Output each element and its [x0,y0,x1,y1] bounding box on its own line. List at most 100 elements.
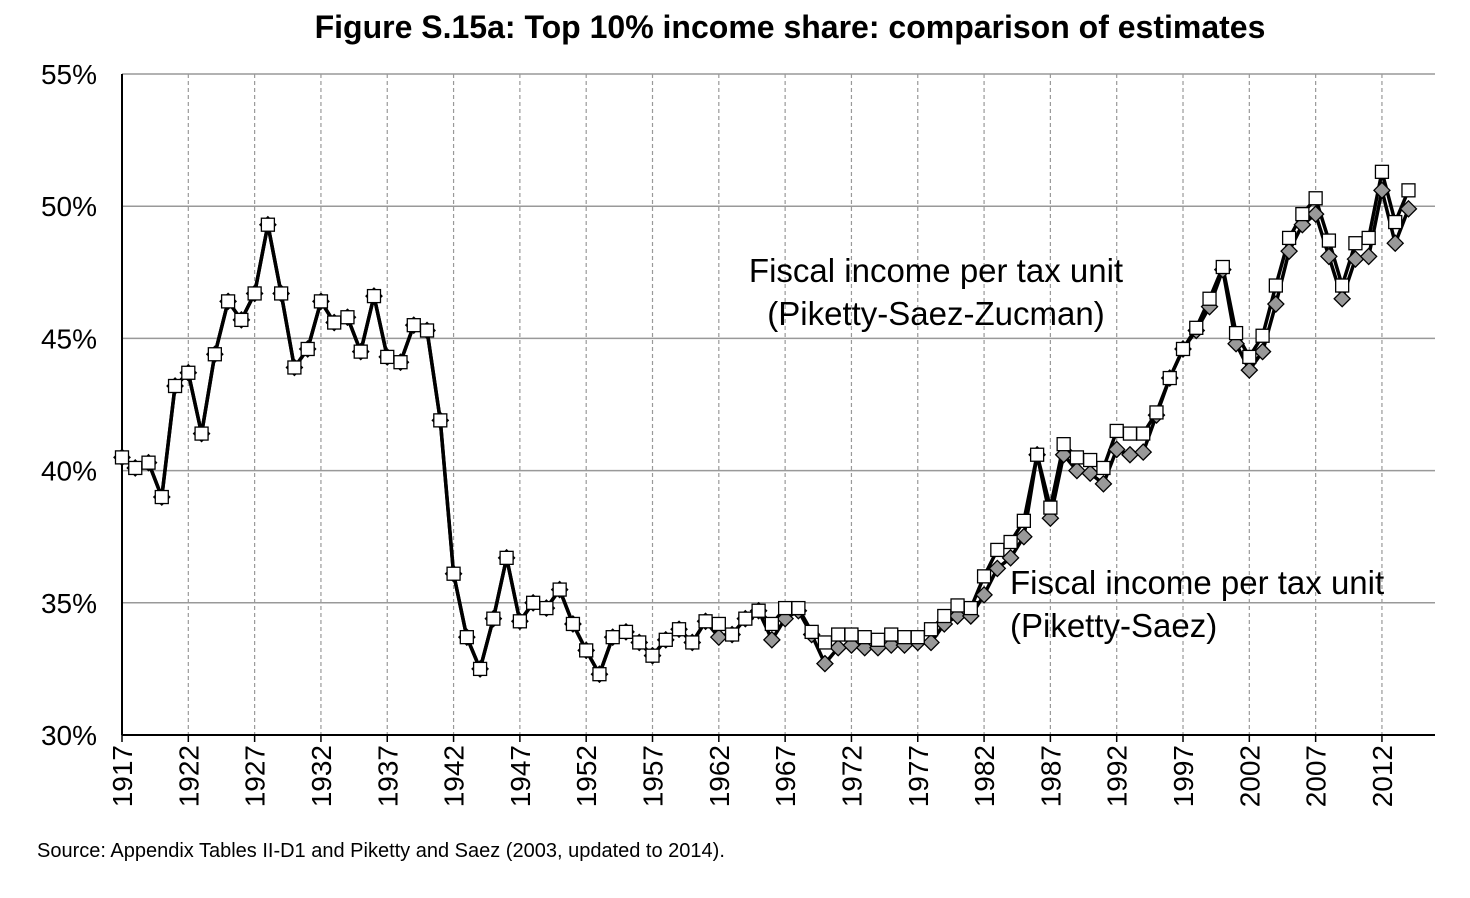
square-marker [791,600,806,616]
square-marker [313,294,329,309]
square-marker [327,315,342,330]
diamond-marker [1067,461,1086,480]
square-marker [1109,423,1124,439]
y-tick-label: 40% [41,456,97,487]
square-marker [1096,460,1111,476]
square-marker [777,600,793,616]
square-marker [1388,214,1403,230]
x-tick-label: 1922 [173,745,204,807]
square-marker [1361,230,1376,246]
x-tick-label: 1997 [1168,745,1199,807]
square-marker [645,648,660,663]
x-tick-label: 1927 [240,745,271,807]
square-marker [446,566,461,581]
square-marker [804,624,819,640]
x-tick-label: 1942 [439,745,470,807]
square-marker [260,217,276,232]
diamond-marker [1240,361,1259,380]
y-tick-label: 45% [41,323,97,354]
square-marker [711,616,726,632]
square-marker [1255,328,1270,343]
square-marker [963,600,978,616]
square-marker [1083,452,1098,468]
square-marker [340,310,355,325]
diamond-marker [1107,440,1126,459]
diamond-marker [815,654,834,673]
square-marker [937,608,952,624]
x-tick-label: 1947 [505,745,536,807]
square-marker [844,627,859,642]
square-marker [1295,206,1310,222]
x-tick-label: 1957 [638,745,669,807]
square-marker [181,365,196,380]
square-marker [1016,513,1032,528]
square-marker [897,630,912,645]
x-tick-label: 1952 [571,745,602,807]
square-marker [685,635,700,650]
source-note: Source: Appendix Tables II-D1 and Pikett… [37,840,725,862]
square-marker [751,603,766,618]
square-marker [539,600,554,616]
square-marker [698,614,713,629]
square-marker [114,450,130,465]
square-marker [976,569,992,584]
diamond-marker [1001,548,1020,567]
square-marker [406,318,421,333]
chart-title: Figure S.15a: Top 10% income share: comp… [315,9,1266,45]
square-marker [1136,426,1151,441]
x-tick-label: 1992 [1102,745,1133,807]
square-marker [1321,233,1337,248]
x-tick-label: 1987 [1035,745,1066,807]
square-marker [499,550,514,566]
diamond-marker [1333,289,1352,308]
square-marker [167,378,183,394]
square-marker [220,294,236,309]
square-marker [433,413,448,428]
square-marker [234,312,249,328]
x-tick-label: 1932 [306,745,337,807]
square-marker [1401,183,1416,198]
y-tick-label: 55% [41,59,97,90]
square-marker [724,627,740,642]
square-marker [419,323,435,338]
diamond-marker [1386,234,1405,253]
series-label: (Piketty-Saez-Zucman) [767,295,1104,332]
square-marker [565,616,581,632]
square-marker [950,598,965,613]
square-marker [1029,447,1045,462]
square-marker [472,661,488,677]
square-marker [1242,349,1257,365]
square-marker [1175,341,1191,357]
square-marker [579,643,594,658]
square-marker [300,341,315,357]
square-marker [380,349,395,365]
square-marker [1056,437,1071,452]
square-marker [128,460,143,476]
y-tick-label: 35% [41,588,97,619]
diamond-marker [1280,242,1299,261]
x-tick-label: 2012 [1367,745,1398,807]
square-marker [1162,370,1177,386]
y-tick-label: 50% [41,191,97,222]
square-marker [910,630,925,645]
square-marker [738,611,753,626]
square-marker [486,611,501,626]
diamond-marker [1094,474,1113,493]
square-marker [884,627,899,642]
diamond-marker [1081,464,1100,483]
square-marker [247,286,262,301]
square-marker [274,286,289,301]
square-marker [831,627,846,642]
square-marker [870,632,886,647]
diamond-marker [1399,199,1418,218]
square-marker [1308,191,1323,206]
series-label: Fiscal income per tax unit [749,252,1123,289]
square-marker [154,489,169,505]
square-marker [923,622,939,637]
square-marker [1228,325,1244,341]
square-marker [618,624,634,640]
square-marker [1149,405,1164,420]
square-marker [512,614,528,629]
